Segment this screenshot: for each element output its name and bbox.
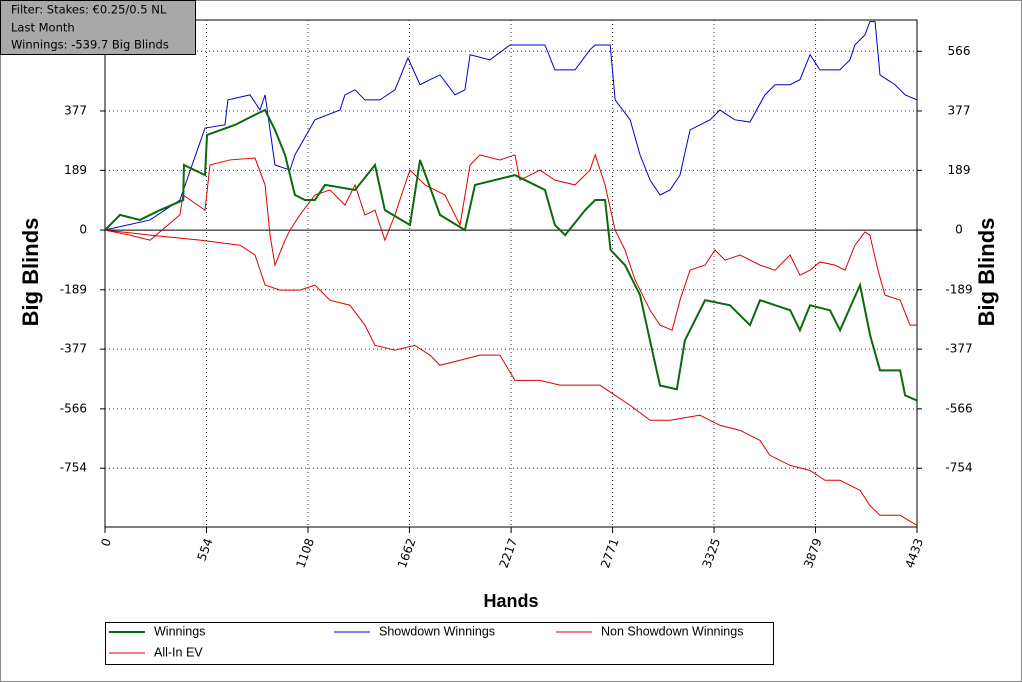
legend-label: Winnings	[154, 624, 205, 638]
y2-tick-label: -377	[945, 342, 972, 356]
series-line	[105, 229, 917, 526]
lines	[105, 21, 917, 526]
y2-tick-label: 377	[948, 103, 971, 117]
y2-tick-label: 566	[948, 44, 971, 58]
y-tick-label: -566	[60, 401, 87, 415]
grid	[105, 20, 917, 527]
y-axis-label: Big Blinds	[18, 218, 43, 327]
y2-tick-label: 189	[948, 163, 971, 177]
legend-label: All-In EV	[154, 645, 203, 659]
y-tick-label: 0	[79, 223, 87, 237]
legend-label: Non Showdown Winnings	[601, 624, 743, 638]
legend: Winnings Showdown Winnings Non Showdown Wi…	[105, 622, 774, 665]
y2-tick-label: -566	[945, 401, 972, 415]
y2-tick-label: -189	[945, 282, 972, 296]
series-line	[105, 108, 917, 402]
y-tick-label: -189	[60, 282, 87, 296]
series-line	[105, 21, 917, 231]
legend-label: Showdown Winnings	[379, 624, 495, 638]
y-tick-label: -754	[60, 461, 87, 475]
series-line	[105, 153, 917, 331]
y-tick-label: -377	[60, 342, 87, 356]
x-tick-label: 0	[98, 536, 114, 548]
y2-tick-label: 0	[955, 223, 963, 237]
filter-text: Filter: Stakes: €0.25/0.5 NL	[11, 3, 167, 17]
filter-box: Filter: Stakes: €0.25/0.5 NL Last Month …	[0, 0, 196, 55]
y-tick-label: 377	[64, 103, 87, 117]
filter-text: Last Month	[11, 21, 75, 35]
filter-box-bg	[0, 0, 196, 55]
y-tick-label: 189	[64, 163, 87, 177]
y2-tick-label: -754	[945, 461, 972, 475]
x-axis-label: Hands	[483, 591, 538, 611]
filter-text: Winnings: -539.7 Big Blinds	[11, 38, 169, 52]
legend-box	[105, 622, 774, 665]
y2-axis-label: Big Blinds	[974, 218, 999, 327]
